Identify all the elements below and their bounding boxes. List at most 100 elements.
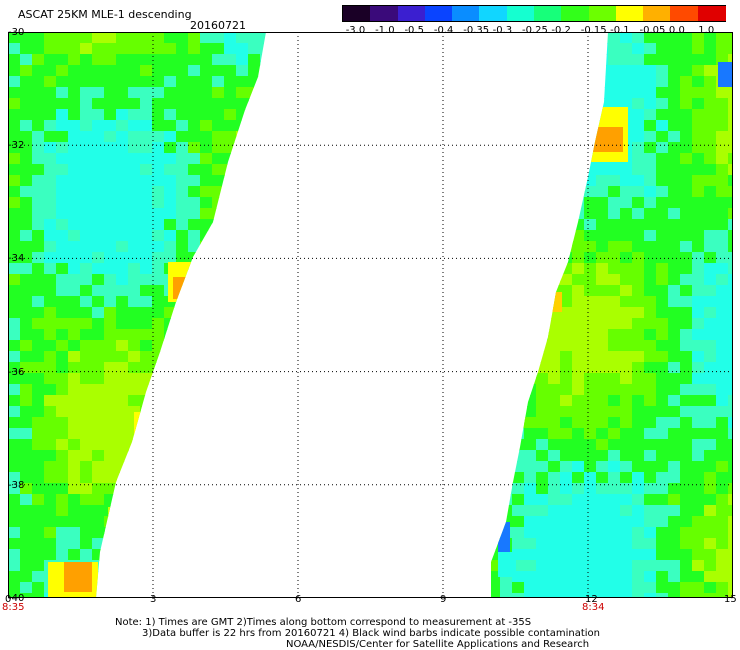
swath-cell [212,142,225,154]
swath-cell [716,461,729,473]
swath-cell [32,527,45,539]
swath-cell [500,263,513,275]
swath-cell [20,560,33,572]
swath-cell [260,32,266,44]
swath-cell [104,516,117,528]
swath-cell [80,175,93,187]
swath-cell [8,241,21,253]
swath-cell [656,538,669,550]
swath-cell [176,87,189,99]
swath-cell [128,175,141,187]
swath-cell [656,65,669,77]
swath-cell [704,472,717,484]
swath-cell [644,43,657,55]
swath-cell [188,142,201,154]
swath-cell [56,252,69,264]
colorbar-segment [370,6,399,21]
swath-cell [632,340,645,352]
swath-cell [8,109,21,121]
swath-cell [176,505,189,517]
swath-cell [668,384,681,396]
swath-cell [56,65,69,77]
swath-cell [668,175,681,187]
swath-cell [491,406,501,418]
swath-cell [728,571,733,583]
swath-cell [224,65,237,77]
swath-cell [212,307,225,319]
swath-cell [584,417,597,429]
swath-cell [704,219,717,231]
swath-cell [644,505,657,517]
swath-cell [728,538,733,550]
swath-cell [176,230,189,242]
swath-cell [524,406,537,418]
swath-cell [500,208,513,220]
swath-cell [128,153,141,165]
swath-cell [68,54,81,66]
swath-cell [260,131,266,143]
swath-cell [8,43,21,55]
swath-cell [572,439,585,451]
swath-cell [44,351,57,363]
swath-cell [656,329,669,341]
swath-cell [584,395,597,407]
swath-cell [32,516,45,528]
swath-cell [20,329,33,341]
swath-cell [560,516,573,528]
swath-cell [704,230,717,242]
swath-cell [8,483,21,495]
swath-cell [704,65,717,77]
swath-cell [632,417,645,429]
swath-cell [728,516,733,528]
swath-cell [152,54,165,66]
swath-cell [164,340,177,352]
swath-cell [116,208,129,220]
swath-cell [572,76,585,88]
swath-cell [572,318,585,330]
swath-cell [116,307,129,319]
swath-cell [56,164,69,176]
swath-cell [548,439,561,451]
swath-cell [236,219,249,231]
swath-cell [716,505,729,517]
swath-cell [632,516,645,528]
swath-cell [200,516,213,528]
swath-cell [584,538,597,550]
swath-cell [524,318,537,330]
swath-cell [224,318,237,330]
right-swath [491,32,733,598]
swath-cell [560,318,573,330]
swath-cell [236,142,249,154]
swath-cell [20,252,33,264]
swath-cell [56,296,69,308]
swath-cell [560,395,573,407]
swath-cell [92,516,105,528]
swath-cell [692,340,705,352]
swath-cell [20,87,33,99]
swath-cell [92,153,105,165]
swath-cell [260,54,266,66]
swath-cell [548,582,561,594]
swath-cell [500,109,513,121]
swath-cell [140,241,153,253]
swath-cell [536,274,549,286]
swath-cell [716,153,729,165]
swath-cell [572,362,585,374]
swath-cell [560,296,573,308]
swath-cell [20,120,33,132]
swath-cell [8,307,21,319]
swath-cell [656,208,669,220]
swath-cell [644,351,657,363]
swath-cell [596,43,609,55]
swath-cell [536,395,549,407]
swath-cell [632,208,645,220]
swath-cell [632,131,645,143]
swath-cell [32,329,45,341]
swath-cell [32,76,45,88]
swath-cell [176,373,189,385]
swath-cell [44,285,57,297]
swath-cell [716,109,729,121]
swath-cell [608,417,621,429]
swath-cell [92,263,105,275]
swath-cell [152,186,165,198]
